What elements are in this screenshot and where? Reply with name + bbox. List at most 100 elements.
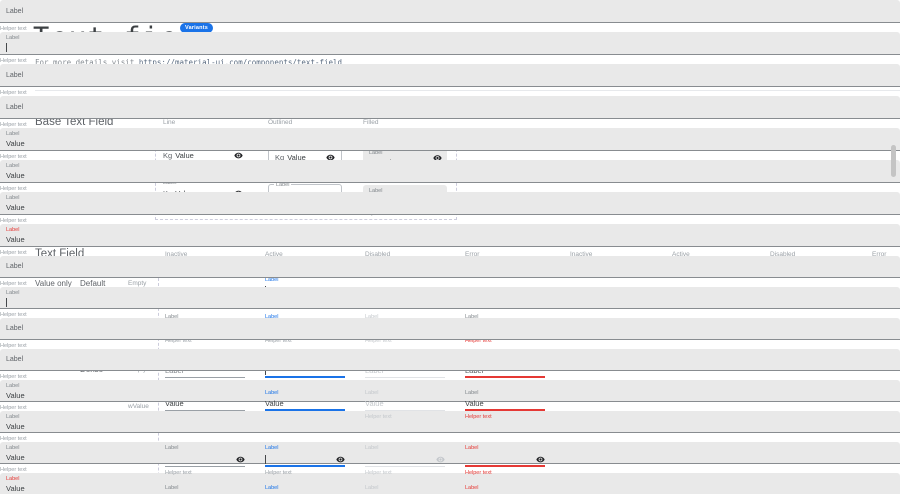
helper-text: Helper text (0, 250, 27, 256)
helper-text: Helper text (165, 470, 192, 476)
filled-input-box: Label (0, 318, 900, 340)
helper-text: Helper text (365, 414, 392, 420)
helper-text: Helper text (0, 467, 27, 473)
input-line: Value (365, 397, 445, 411)
helper-text: Helper text (0, 436, 27, 442)
state-header-disabled: Disabled (365, 251, 391, 258)
helper-text: Helper text (0, 312, 27, 318)
field-label: Label (265, 314, 279, 320)
field-value: Value (6, 170, 25, 180)
scrollbar-thumb[interactable] (891, 145, 896, 177)
prefix-text: Kg (275, 152, 285, 162)
field-label: Label (6, 35, 20, 41)
visibility-eye-icon[interactable] (326, 153, 335, 162)
helper-text: Helper text (0, 405, 27, 411)
field-label: Label (6, 7, 24, 15)
helper-text: Helper text (265, 470, 292, 476)
subtitle: For more details visit https://material-… (35, 58, 342, 67)
text-caret (6, 297, 7, 307)
helper-text: Helper text (165, 338, 192, 344)
variants-badge: Variants (180, 23, 214, 33)
field-label: Label (465, 314, 479, 320)
base-column-header-outlined: Outlined (268, 119, 293, 126)
state-header-inactive: Inactive (165, 251, 188, 258)
state-header-active: Active (672, 251, 690, 258)
helper-text: Helper text (465, 338, 492, 344)
helper-text: Helper text (365, 470, 392, 476)
field-label: Label (163, 180, 177, 186)
field-value: Value (6, 234, 25, 244)
row-label: Empty (128, 280, 147, 287)
field-label: Label (165, 445, 179, 451)
visibility-eye-icon[interactable] (436, 455, 445, 464)
field-label: Label (265, 390, 279, 396)
field-label: Label (6, 195, 20, 201)
helper-text: Helper text (0, 218, 27, 224)
field-value: Value (165, 399, 184, 408)
input-line (265, 452, 345, 467)
helper-text: Helper text (265, 338, 292, 344)
text-caret (265, 455, 266, 464)
visibility-eye-icon[interactable] (236, 455, 245, 464)
base-column-header-filled: Filled (363, 119, 379, 126)
field-label: Label (6, 356, 24, 363)
field-label: Label (265, 277, 279, 283)
field-label: Label (6, 414, 20, 420)
field-value: Value (6, 202, 25, 212)
line-text-field-inactive[interactable]: Label Helper text (165, 444, 245, 476)
helper-text: Helper text (465, 414, 492, 420)
field-label: Label (6, 163, 20, 169)
helper-text: Helper text (0, 343, 27, 349)
field-label: Label (6, 383, 20, 389)
input-line: Value (165, 397, 245, 411)
field-label: Label (369, 188, 383, 194)
state-header-disabled: Disabled (770, 251, 796, 258)
helper-text: Helper text (0, 281, 27, 287)
field-label: Label (369, 150, 383, 156)
prefix-text: Kg (163, 151, 173, 160)
field-value: Value (6, 452, 25, 462)
filled-input-box: Label (0, 287, 900, 309)
subtitle-text: For more details visit (35, 58, 135, 67)
helper-text: Helper text (465, 470, 492, 476)
visibility-eye-icon[interactable] (336, 455, 345, 464)
visibility-eye-icon[interactable] (536, 455, 545, 464)
state-header-error: Error (465, 251, 480, 258)
docs-link[interactable]: https://material-ui.com/components/text-… (138, 58, 343, 67)
field-label: Label (365, 314, 379, 320)
filled-input-box: Label Value (0, 128, 900, 151)
helper-text: Helper text (0, 374, 27, 380)
visibility-eye-icon[interactable] (433, 154, 442, 163)
filled-input-box: Label (0, 64, 900, 87)
row-label: wValue (128, 403, 149, 410)
field-label: Label (6, 445, 20, 451)
size-label: Default (80, 279, 106, 288)
row-group-label: Value only (35, 279, 72, 288)
field-label: Label (465, 445, 479, 451)
field-value: Value (6, 390, 25, 400)
input-line: Value (465, 397, 545, 411)
field-label: Label (265, 445, 279, 451)
field-label: Label (465, 390, 479, 396)
line-text-field-active[interactable]: Label Helper text (265, 444, 345, 476)
field-label: Label (274, 182, 292, 188)
helper-text: Helper text (0, 58, 27, 64)
input-line (365, 452, 445, 467)
filled-input-box: Label Value (0, 192, 900, 215)
line-text-field-error[interactable]: Label Helper text (465, 444, 545, 476)
helper-text: Helper text (0, 122, 27, 128)
line-text-field-disabled[interactable]: Label Helper text (365, 444, 445, 476)
field-label: Label (165, 314, 179, 320)
field-label: Label (6, 71, 24, 79)
field-label: Label (165, 485, 179, 491)
visibility-eye-icon[interactable] (234, 151, 243, 160)
helper-text: Helper text (365, 338, 392, 344)
state-header-active: Active (265, 251, 283, 258)
